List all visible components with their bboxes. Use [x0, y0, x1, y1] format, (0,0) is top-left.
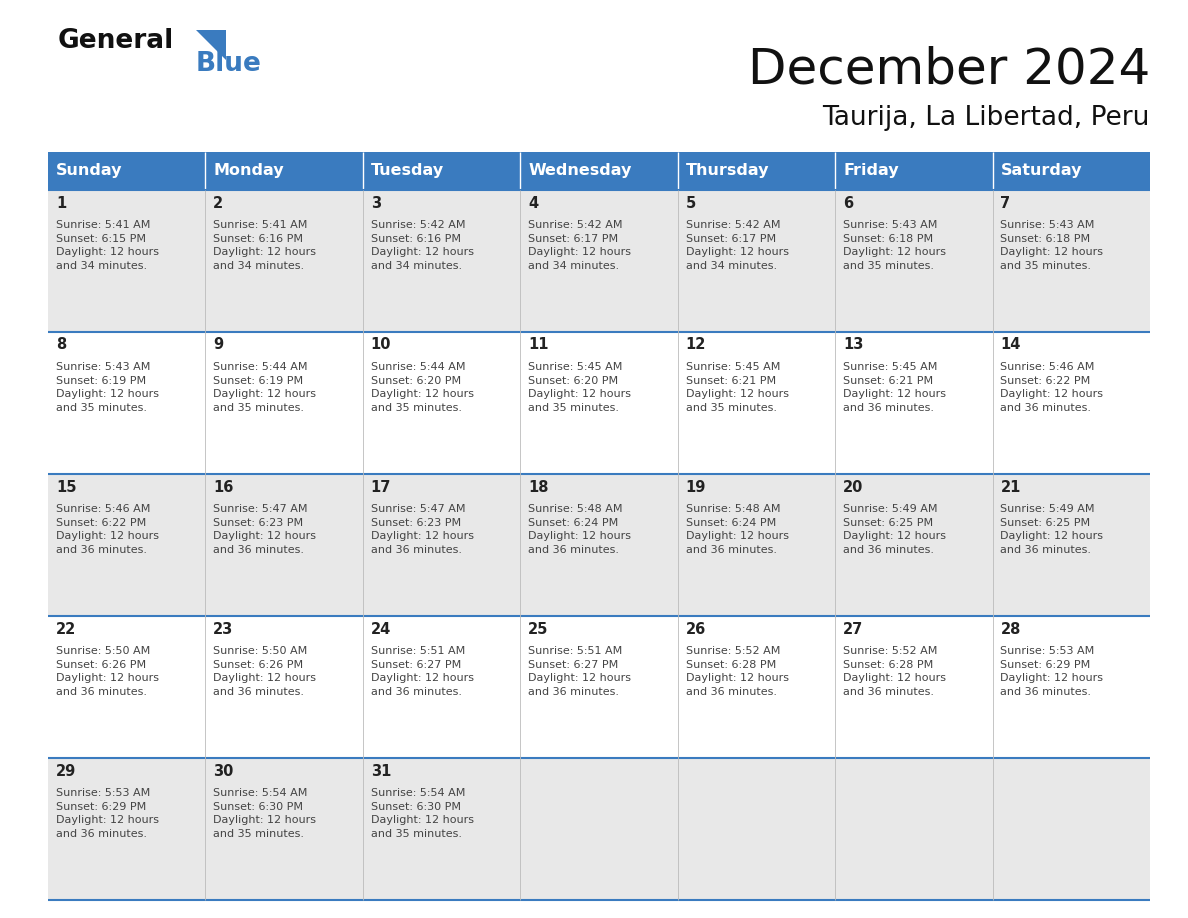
- Text: 13: 13: [843, 338, 864, 353]
- Text: 6: 6: [843, 196, 853, 210]
- Text: General: General: [58, 28, 175, 54]
- Text: 8: 8: [56, 338, 67, 353]
- Text: 22: 22: [56, 621, 76, 636]
- Text: Sunrise: 5:46 AM
Sunset: 6:22 PM
Daylight: 12 hours
and 36 minutes.: Sunrise: 5:46 AM Sunset: 6:22 PM Dayligh…: [1000, 362, 1104, 413]
- Bar: [362, 152, 520, 190]
- Text: Sunrise: 5:50 AM
Sunset: 6:26 PM
Daylight: 12 hours
and 36 minutes.: Sunrise: 5:50 AM Sunset: 6:26 PM Dayligh…: [214, 646, 316, 697]
- Text: Sunrise: 5:47 AM
Sunset: 6:23 PM
Daylight: 12 hours
and 36 minutes.: Sunrise: 5:47 AM Sunset: 6:23 PM Dayligh…: [371, 504, 474, 554]
- Text: Sunrise: 5:43 AM
Sunset: 6:18 PM
Daylight: 12 hours
and 35 minutes.: Sunrise: 5:43 AM Sunset: 6:18 PM Dayligh…: [1000, 220, 1104, 271]
- Text: Saturday: Saturday: [1000, 163, 1082, 178]
- Bar: [48, 474, 1150, 616]
- Text: Sunrise: 5:42 AM
Sunset: 6:16 PM
Daylight: 12 hours
and 34 minutes.: Sunrise: 5:42 AM Sunset: 6:16 PM Dayligh…: [371, 220, 474, 271]
- Text: 19: 19: [685, 479, 706, 495]
- Text: Sunrise: 5:47 AM
Sunset: 6:23 PM
Daylight: 12 hours
and 36 minutes.: Sunrise: 5:47 AM Sunset: 6:23 PM Dayligh…: [214, 504, 316, 554]
- Text: Sunrise: 5:51 AM
Sunset: 6:27 PM
Daylight: 12 hours
and 36 minutes.: Sunrise: 5:51 AM Sunset: 6:27 PM Dayligh…: [371, 646, 474, 697]
- Text: Sunrise: 5:43 AM
Sunset: 6:19 PM
Daylight: 12 hours
and 35 minutes.: Sunrise: 5:43 AM Sunset: 6:19 PM Dayligh…: [56, 362, 159, 413]
- Text: 9: 9: [214, 338, 223, 353]
- Text: Sunrise: 5:51 AM
Sunset: 6:27 PM
Daylight: 12 hours
and 36 minutes.: Sunrise: 5:51 AM Sunset: 6:27 PM Dayligh…: [529, 646, 631, 697]
- Text: Sunrise: 5:50 AM
Sunset: 6:26 PM
Daylight: 12 hours
and 36 minutes.: Sunrise: 5:50 AM Sunset: 6:26 PM Dayligh…: [56, 646, 159, 697]
- Text: 7: 7: [1000, 196, 1011, 210]
- Bar: [48, 758, 1150, 900]
- Text: Sunrise: 5:45 AM
Sunset: 6:20 PM
Daylight: 12 hours
and 35 minutes.: Sunrise: 5:45 AM Sunset: 6:20 PM Dayligh…: [529, 362, 631, 413]
- Text: Blue: Blue: [196, 51, 261, 77]
- Text: 30: 30: [214, 764, 234, 778]
- Bar: [677, 152, 835, 190]
- Text: 2: 2: [214, 196, 223, 210]
- Text: Sunrise: 5:52 AM
Sunset: 6:28 PM
Daylight: 12 hours
and 36 minutes.: Sunrise: 5:52 AM Sunset: 6:28 PM Dayligh…: [685, 646, 789, 697]
- Text: Sunday: Sunday: [56, 163, 122, 178]
- Text: 23: 23: [214, 621, 234, 636]
- Text: 12: 12: [685, 338, 706, 353]
- Text: Sunrise: 5:49 AM
Sunset: 6:25 PM
Daylight: 12 hours
and 36 minutes.: Sunrise: 5:49 AM Sunset: 6:25 PM Dayligh…: [843, 504, 946, 554]
- Text: 26: 26: [685, 621, 706, 636]
- Text: 21: 21: [1000, 479, 1020, 495]
- Text: Sunrise: 5:52 AM
Sunset: 6:28 PM
Daylight: 12 hours
and 36 minutes.: Sunrise: 5:52 AM Sunset: 6:28 PM Dayligh…: [843, 646, 946, 697]
- Text: Sunrise: 5:53 AM
Sunset: 6:29 PM
Daylight: 12 hours
and 36 minutes.: Sunrise: 5:53 AM Sunset: 6:29 PM Dayligh…: [56, 788, 159, 839]
- Text: Sunrise: 5:41 AM
Sunset: 6:15 PM
Daylight: 12 hours
and 34 minutes.: Sunrise: 5:41 AM Sunset: 6:15 PM Dayligh…: [56, 220, 159, 271]
- Text: 18: 18: [529, 479, 549, 495]
- Text: Wednesday: Wednesday: [529, 163, 632, 178]
- Text: 25: 25: [529, 621, 549, 636]
- Bar: [835, 152, 992, 190]
- Text: Sunrise: 5:54 AM
Sunset: 6:30 PM
Daylight: 12 hours
and 35 minutes.: Sunrise: 5:54 AM Sunset: 6:30 PM Dayligh…: [371, 788, 474, 839]
- Text: Sunrise: 5:44 AM
Sunset: 6:19 PM
Daylight: 12 hours
and 35 minutes.: Sunrise: 5:44 AM Sunset: 6:19 PM Dayligh…: [214, 362, 316, 413]
- Text: Thursday: Thursday: [685, 163, 769, 178]
- Text: 28: 28: [1000, 621, 1020, 636]
- Text: December 2024: December 2024: [747, 45, 1150, 93]
- Text: Sunrise: 5:49 AM
Sunset: 6:25 PM
Daylight: 12 hours
and 36 minutes.: Sunrise: 5:49 AM Sunset: 6:25 PM Dayligh…: [1000, 504, 1104, 554]
- Text: Taurija, La Libertad, Peru: Taurija, La Libertad, Peru: [822, 105, 1150, 131]
- Text: Sunrise: 5:43 AM
Sunset: 6:18 PM
Daylight: 12 hours
and 35 minutes.: Sunrise: 5:43 AM Sunset: 6:18 PM Dayligh…: [843, 220, 946, 271]
- Text: Sunrise: 5:45 AM
Sunset: 6:21 PM
Daylight: 12 hours
and 35 minutes.: Sunrise: 5:45 AM Sunset: 6:21 PM Dayligh…: [685, 362, 789, 413]
- Text: 31: 31: [371, 764, 391, 778]
- Text: Sunrise: 5:45 AM
Sunset: 6:21 PM
Daylight: 12 hours
and 36 minutes.: Sunrise: 5:45 AM Sunset: 6:21 PM Dayligh…: [843, 362, 946, 413]
- Text: Monday: Monday: [214, 163, 284, 178]
- Bar: [48, 332, 1150, 474]
- Text: Sunrise: 5:48 AM
Sunset: 6:24 PM
Daylight: 12 hours
and 36 minutes.: Sunrise: 5:48 AM Sunset: 6:24 PM Dayligh…: [529, 504, 631, 554]
- Text: 15: 15: [56, 479, 76, 495]
- Text: Tuesday: Tuesday: [371, 163, 444, 178]
- Text: Sunrise: 5:53 AM
Sunset: 6:29 PM
Daylight: 12 hours
and 36 minutes.: Sunrise: 5:53 AM Sunset: 6:29 PM Dayligh…: [1000, 646, 1104, 697]
- Bar: [992, 152, 1150, 190]
- Text: 14: 14: [1000, 338, 1020, 353]
- Text: Friday: Friday: [843, 163, 898, 178]
- Text: Sunrise: 5:46 AM
Sunset: 6:22 PM
Daylight: 12 hours
and 36 minutes.: Sunrise: 5:46 AM Sunset: 6:22 PM Dayligh…: [56, 504, 159, 554]
- Bar: [48, 616, 1150, 758]
- Text: 27: 27: [843, 621, 864, 636]
- Text: 11: 11: [529, 338, 549, 353]
- Text: 3: 3: [371, 196, 381, 210]
- Text: Sunrise: 5:44 AM
Sunset: 6:20 PM
Daylight: 12 hours
and 35 minutes.: Sunrise: 5:44 AM Sunset: 6:20 PM Dayligh…: [371, 362, 474, 413]
- Text: Sunrise: 5:41 AM
Sunset: 6:16 PM
Daylight: 12 hours
and 34 minutes.: Sunrise: 5:41 AM Sunset: 6:16 PM Dayligh…: [214, 220, 316, 271]
- Text: 29: 29: [56, 764, 76, 778]
- Bar: [520, 152, 677, 190]
- Bar: [206, 152, 362, 190]
- Text: Sunrise: 5:54 AM
Sunset: 6:30 PM
Daylight: 12 hours
and 35 minutes.: Sunrise: 5:54 AM Sunset: 6:30 PM Dayligh…: [214, 788, 316, 839]
- Bar: [48, 190, 1150, 332]
- Text: 10: 10: [371, 338, 391, 353]
- Text: Sunrise: 5:42 AM
Sunset: 6:17 PM
Daylight: 12 hours
and 34 minutes.: Sunrise: 5:42 AM Sunset: 6:17 PM Dayligh…: [685, 220, 789, 271]
- Polygon shape: [196, 30, 226, 60]
- Text: 4: 4: [529, 196, 538, 210]
- Text: 16: 16: [214, 479, 234, 495]
- Text: Sunrise: 5:48 AM
Sunset: 6:24 PM
Daylight: 12 hours
and 36 minutes.: Sunrise: 5:48 AM Sunset: 6:24 PM Dayligh…: [685, 504, 789, 554]
- Bar: [48, 152, 206, 190]
- Text: 20: 20: [843, 479, 864, 495]
- Text: 5: 5: [685, 196, 696, 210]
- Text: 24: 24: [371, 621, 391, 636]
- Text: Sunrise: 5:42 AM
Sunset: 6:17 PM
Daylight: 12 hours
and 34 minutes.: Sunrise: 5:42 AM Sunset: 6:17 PM Dayligh…: [529, 220, 631, 271]
- Text: 1: 1: [56, 196, 67, 210]
- Text: 17: 17: [371, 479, 391, 495]
